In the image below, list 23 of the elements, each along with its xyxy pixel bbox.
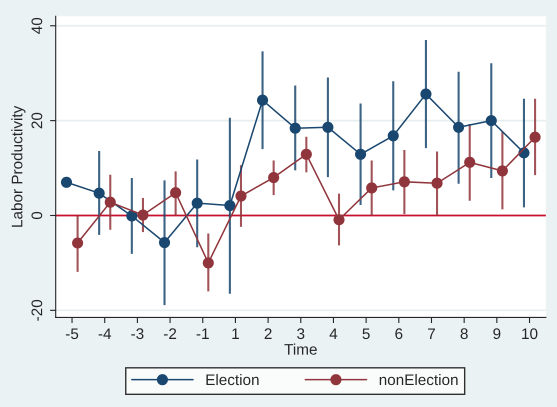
x-tick-label: 10	[522, 328, 538, 340]
x-tick-label: 5	[362, 328, 370, 340]
y-axis-title: Labor Productivity	[11, 106, 26, 227]
x-tick-label: 6	[395, 328, 402, 340]
x-tick-label: 3	[297, 328, 304, 340]
legend-label: nonElection	[380, 374, 458, 386]
x-tick-label: 4	[330, 328, 338, 339]
x-tick-label: -2	[164, 328, 176, 339]
x-tick-label: -4	[98, 328, 112, 339]
x-tick-label: -5	[66, 328, 78, 340]
x-tick-label: 1	[232, 328, 239, 339]
x-tick-label: 2	[264, 328, 272, 339]
x-tick-label: 8	[460, 328, 468, 340]
x-tick-label: -1	[196, 328, 209, 339]
x-tick-label: 7	[428, 328, 435, 339]
x-tick-label: 9	[493, 328, 500, 340]
x-tick-label: -3	[131, 328, 144, 340]
y-tick-label: 0	[31, 212, 42, 220]
y-tick-label: 40	[31, 18, 42, 34]
y-tick-label: -20	[31, 300, 42, 321]
x-axis-title: Time	[284, 344, 317, 355]
y-tick-label: 20	[31, 112, 42, 128]
legend-label: Election	[206, 374, 259, 386]
